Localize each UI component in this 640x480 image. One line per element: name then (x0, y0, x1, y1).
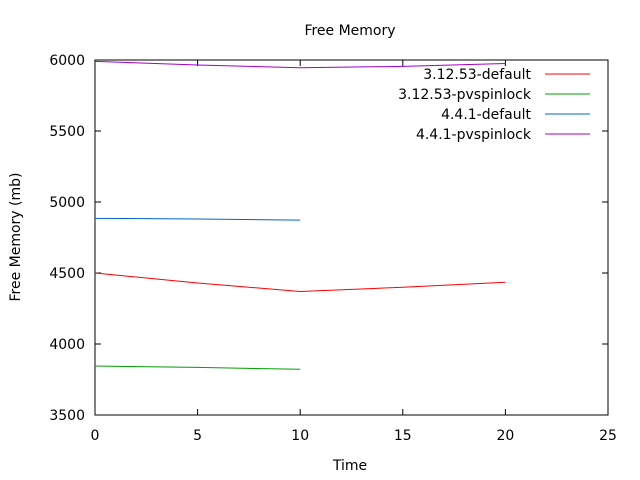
legend-label: 4.4.1-default (441, 107, 531, 123)
y-tick-label: 6000 (49, 53, 85, 69)
axis-ticks: 0 5 10 15 20 25 3500 4000 4500 5000 5500 6000 (49, 53, 617, 444)
x-axis-label: Time (332, 458, 367, 474)
legend-label: 3.12.53-pvspinlock (398, 87, 532, 103)
y-tick-label: 4000 (49, 337, 85, 353)
y-tick-label: 3500 (49, 408, 85, 424)
series-line-3.12.53-pvspinlock (94, 365, 301, 370)
x-tick-label: 5 (193, 428, 202, 444)
series-line-4.4.1-default (94, 217, 301, 221)
x-tick-label: 0 (91, 428, 100, 444)
legend-label: 3.12.53-default (423, 67, 531, 83)
x-tick-label: 10 (291, 428, 309, 444)
x-tick-label: 20 (496, 428, 514, 444)
x-tick-label: 25 (599, 428, 617, 444)
y-tick-label: 5000 (49, 195, 85, 211)
series-line-4.4.1-pvspinlock (94, 60, 506, 69)
y-axis-label: Free Memory (mb) (8, 173, 24, 302)
y-tick-label: 5500 (49, 124, 85, 140)
legend: 3.12.53-default 3.12.53-pvspinlock 4.4.1-d… (398, 67, 590, 143)
legend-label: 4.4.1-pvspinlock (416, 127, 532, 143)
series-lines (94, 60, 506, 370)
series-line-3.12.53-default (94, 272, 506, 292)
chart-title: Free Memory (304, 23, 395, 39)
y-tick-label: 4500 (49, 266, 85, 282)
x-tick-label: 15 (394, 428, 412, 444)
plot-area-frame (94, 59, 609, 416)
